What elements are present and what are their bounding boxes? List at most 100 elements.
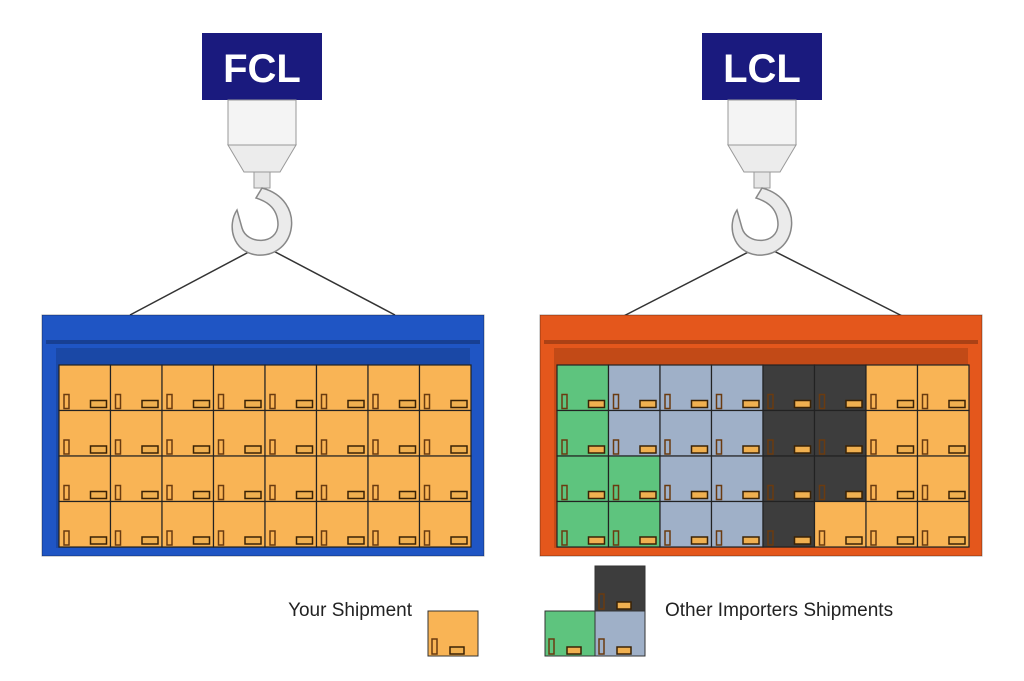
cargo-box [556, 364, 610, 412]
box-handle-mark [690, 536, 709, 545]
box-label-mark [114, 530, 122, 546]
box-label-mark [114, 439, 122, 455]
cargo-box [865, 409, 919, 457]
box-label-mark [63, 393, 70, 410]
cargo-box [315, 409, 369, 457]
cargo-box [916, 364, 970, 412]
box-handle-mark [450, 490, 468, 500]
cargo-box [710, 500, 764, 548]
box-label-mark [612, 393, 620, 410]
box-handle-mark [742, 536, 760, 545]
box-handle-mark [690, 490, 709, 500]
cargo-box [58, 500, 112, 548]
cargo-box [710, 364, 764, 412]
box-handle-mark [793, 399, 812, 409]
legend-dark-box [594, 565, 646, 612]
lcl-crane [609, 33, 917, 324]
box-label-mark [870, 530, 877, 546]
cargo-box [109, 455, 163, 503]
cargo-box [556, 455, 610, 503]
box-label-mark [320, 530, 328, 546]
box-label-mark [372, 393, 379, 410]
box-label-mark [818, 439, 826, 455]
box-label-mark [372, 484, 379, 501]
cable [261, 244, 396, 316]
box-label-mark [715, 393, 723, 410]
box-label-mark [166, 484, 173, 501]
box-label-mark [561, 530, 568, 546]
box-handle-mark [845, 399, 863, 409]
cargo-box [607, 364, 661, 412]
pulley-block [227, 99, 297, 146]
cargo-box [161, 455, 215, 503]
box-label-mark [372, 439, 379, 455]
pulley-block [727, 99, 797, 146]
box-label-mark [870, 393, 877, 410]
box-handle-mark [566, 646, 582, 655]
legend-your-shipment: Your Shipment [288, 600, 413, 621]
cargo-box [659, 455, 713, 503]
cargo-box [315, 455, 369, 503]
cargo-box [916, 409, 970, 457]
cargo-box [367, 409, 421, 457]
cable [129, 244, 263, 316]
box-handle-mark [639, 536, 657, 545]
cargo-box [109, 409, 163, 457]
legend-green-box [544, 610, 596, 657]
cargo-box [58, 409, 112, 457]
cargo-box [161, 364, 215, 412]
hook-icon [731, 187, 793, 256]
box-label-mark [664, 484, 671, 501]
box-label-mark [423, 393, 431, 410]
box-handle-mark [742, 490, 760, 500]
cargo-box [916, 500, 970, 548]
box-label-mark [217, 393, 225, 410]
box-label-mark [921, 484, 929, 501]
box-handle-mark [192, 445, 211, 454]
cargo-box [762, 455, 816, 503]
cargo-box [161, 409, 215, 457]
box-handle-mark [587, 536, 606, 545]
fcl-container [41, 314, 485, 557]
cargo-box [264, 500, 318, 548]
cargo-box [916, 455, 970, 503]
cargo-box [607, 409, 661, 457]
box-label-mark [612, 484, 620, 501]
box-label-mark [870, 439, 877, 455]
cargo-box [762, 409, 816, 457]
box-handle-mark [244, 399, 262, 409]
box-handle-mark [398, 536, 417, 545]
cargo-box [212, 500, 266, 548]
box-handle-mark [89, 536, 108, 545]
box-label-mark [372, 530, 379, 546]
box-handle-mark [450, 399, 468, 409]
box-handle-mark [347, 399, 365, 409]
box-handle-mark [845, 445, 863, 454]
box-handle-mark [845, 536, 863, 545]
cable [761, 244, 917, 324]
cargo-box [161, 500, 215, 548]
box-label-mark [561, 393, 568, 410]
cargo-box [813, 409, 867, 457]
cargo-box [865, 364, 919, 412]
box-label-mark [217, 484, 225, 501]
cargo-box [315, 364, 369, 412]
box-handle-mark [141, 445, 159, 454]
hook-icon [231, 187, 293, 256]
cargo-box [418, 500, 472, 548]
cargo-box [212, 364, 266, 412]
box-handle-mark [793, 536, 812, 545]
legend: Your Shipment Other Importers Shipments [288, 565, 893, 657]
box-label-mark [217, 439, 225, 455]
box-handle-mark [948, 490, 966, 500]
cargo-box [865, 455, 919, 503]
box-label-mark [561, 439, 568, 455]
box-handle-mark [89, 490, 108, 500]
box-handle-mark [347, 490, 365, 500]
box-label-mark [423, 484, 431, 501]
box-handle-mark [845, 490, 863, 500]
box-handle-mark [192, 490, 211, 500]
cargo-box [418, 409, 472, 457]
box-label-mark [217, 530, 225, 546]
box-handle-mark [690, 399, 709, 409]
